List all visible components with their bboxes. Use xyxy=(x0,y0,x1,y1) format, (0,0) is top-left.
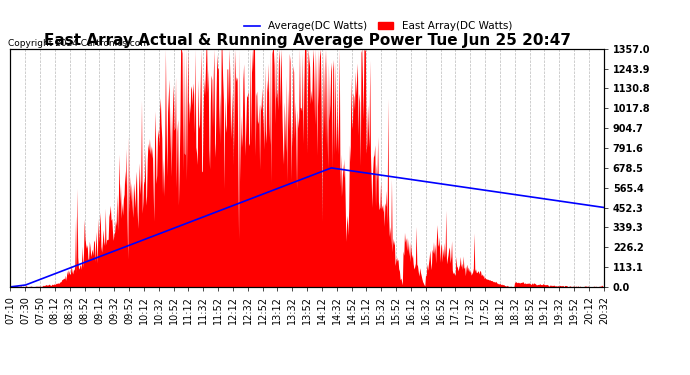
Legend: Average(DC Watts), East Array(DC Watts): Average(DC Watts), East Array(DC Watts) xyxy=(240,17,516,35)
Text: Copyright 2024 Cartronics.com: Copyright 2024 Cartronics.com xyxy=(8,39,149,48)
Title: East Array Actual & Running Average Power Tue Jun 25 20:47: East Array Actual & Running Average Powe… xyxy=(43,33,571,48)
